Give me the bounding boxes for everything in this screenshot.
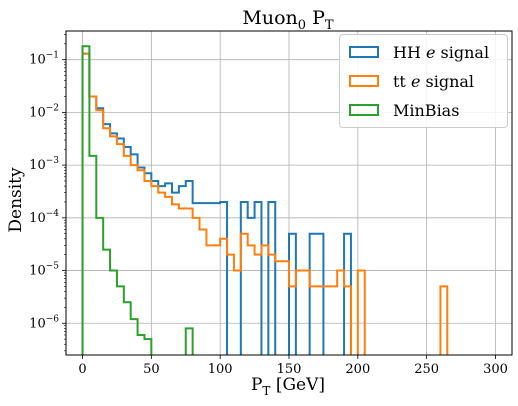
series-layer	[81, 45, 449, 355]
legend-swatch-tt	[349, 75, 379, 87]
x-tick-label: 150	[277, 362, 302, 377]
y-tick-label: 10−5	[29, 262, 59, 279]
x-tick-label: 200	[345, 362, 370, 377]
legend-label-minbias: MinBias	[393, 100, 460, 120]
series-step-line-0	[81, 52, 352, 355]
x-axis-ticks: 0 50 100 150 200 250 300	[78, 355, 508, 377]
series-step-line-1	[81, 52, 449, 355]
y-axis-label: Density	[6, 167, 26, 233]
legend-swatch-hh	[349, 46, 379, 58]
x-tick-label: 250	[414, 362, 439, 377]
y-tick-label: 10−6	[29, 314, 59, 331]
legend-item-hh: HH e signal	[349, 41, 489, 63]
x-axis-label: PT [GeV]	[251, 375, 325, 398]
legend-swatch-minbias	[349, 104, 379, 116]
x-tick-label: 100	[208, 362, 233, 377]
legend: HH e signal tt e signal MinBias	[339, 34, 508, 128]
y-tick-label: 10−1	[29, 51, 59, 68]
chart-title: Muon0 PT	[242, 7, 333, 33]
legend-item-minbias: MinBias	[349, 99, 459, 121]
series-step-line-2	[81, 45, 194, 355]
y-tick-label: 10−4	[29, 209, 59, 226]
legend-label-hh: HH e signal	[393, 42, 490, 62]
x-tick-label: 0	[78, 362, 86, 377]
x-tick-label: 50	[143, 362, 160, 377]
y-axis-ticks: 10−6 10−5 10−4 10−3 10−2 10−1	[29, 34, 66, 352]
legend-label-tt: tt e signal	[393, 71, 475, 91]
y-tick-label: 10−3	[29, 156, 59, 173]
x-tick-label: 300	[483, 362, 508, 377]
y-tick-label: 10−2	[29, 103, 59, 120]
legend-item-tt: tt e signal	[349, 70, 474, 92]
